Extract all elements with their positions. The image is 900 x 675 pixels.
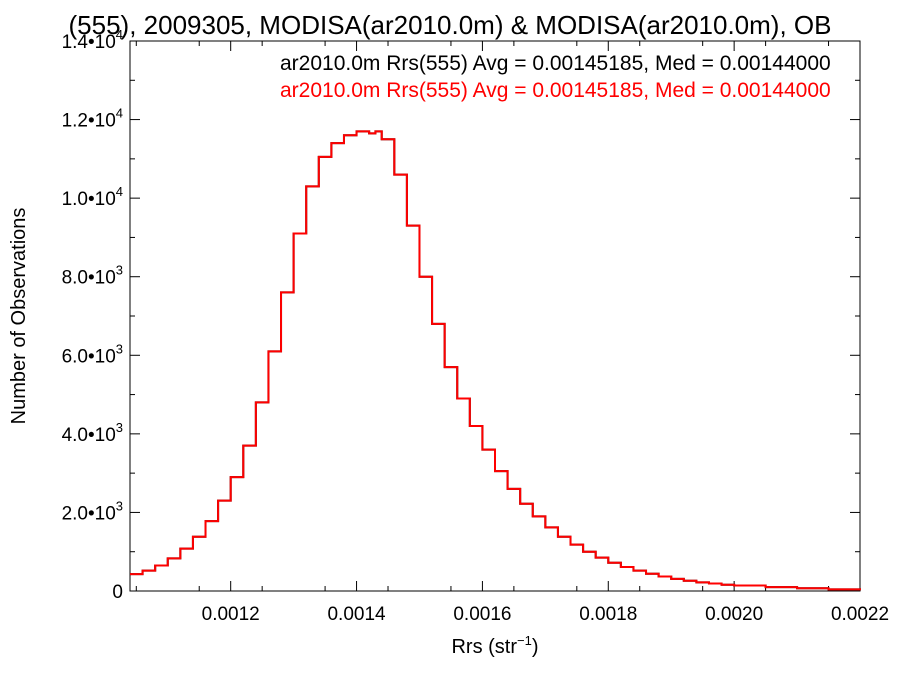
y-tick-label: 4.0•103 xyxy=(62,420,123,446)
x-axis-label: Rrs (str−1) xyxy=(451,633,538,658)
legend-entry-red: ar2010.0m Rrs(555) Avg = 0.00145185, Med… xyxy=(280,79,831,102)
y-tick-label: 8.0•103 xyxy=(62,263,123,289)
legend-entry-black: ar2010.0m Rrs(555) Avg = 0.00145185, Med… xyxy=(280,52,831,75)
series-layer xyxy=(130,130,861,591)
y-tick-label: 1.0•104 xyxy=(62,184,123,210)
y-tick-label: 0 xyxy=(112,582,123,603)
x-tick-label: 0.0016 xyxy=(453,604,511,625)
x-tick-label: 0.0018 xyxy=(579,604,637,625)
y-axis-label: Number of Observations xyxy=(8,208,30,425)
y-tick-label: 6.0•103 xyxy=(62,341,123,367)
chart-title: (555), 2009305, MODISA(ar2010.0m) & MODI… xyxy=(69,10,832,40)
y-tick-label: 1.4•104 xyxy=(62,27,123,53)
x-tick-label: 0.0020 xyxy=(705,604,763,625)
y-tick-label: 2.0•103 xyxy=(62,498,123,524)
x-tick-label: 0.0022 xyxy=(831,604,889,625)
series-line-red xyxy=(130,130,861,591)
y-axis: 0 2.0•103 4.0•103 6.0•103 8.0•103 1.0•104 1.2•… xyxy=(62,27,860,603)
x-tick-label: 0.0014 xyxy=(327,604,386,625)
x-tick-label: 0.0012 xyxy=(202,604,260,625)
y-tick-label: 1.2•104 xyxy=(62,106,123,132)
